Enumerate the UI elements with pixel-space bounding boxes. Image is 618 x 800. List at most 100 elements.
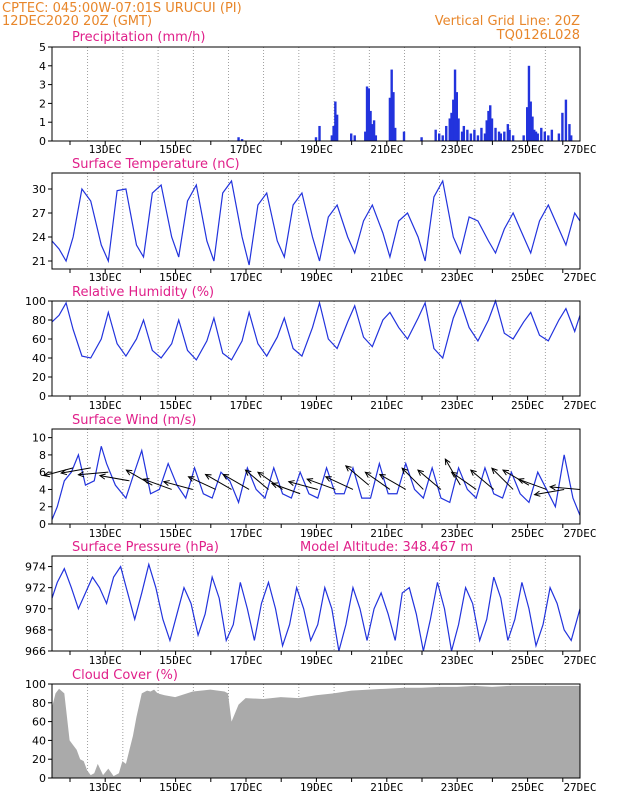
y-tick-label: 4 (39, 60, 46, 73)
precip-bar (434, 129, 437, 141)
precip-bar (550, 129, 554, 141)
precip-bar (543, 131, 546, 141)
wind-arrowhead (204, 473, 212, 480)
precip-bar (332, 125, 335, 141)
wind-vector (306, 478, 336, 490)
precip-bar (511, 135, 515, 141)
wind-vector (78, 471, 109, 476)
x-tick-label: 17DEC (229, 654, 262, 667)
panel-frame (51, 555, 581, 652)
y-tick-label: 0 (39, 390, 46, 403)
x-tick-label: 13DEC (89, 399, 122, 412)
precip-bar (237, 137, 240, 141)
x-tick-label: 19DEC (300, 781, 333, 794)
y-tick-label: 2 (39, 97, 46, 110)
precip-bar (394, 127, 397, 141)
precip-bar (469, 133, 473, 141)
x-tick-label: 21DEC (370, 654, 403, 667)
wind-arrowhead (306, 478, 314, 484)
precip-bar (476, 135, 480, 141)
x-tick-label: 19DEC (300, 399, 333, 412)
wind-vector (99, 475, 130, 482)
header-run-time: 12DEC2020 20Z (GMT) (2, 14, 152, 29)
wind-arrowhead (444, 458, 451, 466)
y-tick-label: 10 (32, 432, 46, 445)
wind-vector (143, 478, 172, 490)
x-tick-label: 25DEC (511, 781, 544, 794)
x-tick-label: 23DEC (441, 527, 474, 540)
x-tick-label: 25DEC (511, 271, 544, 284)
wind-vector (44, 467, 74, 477)
series-line (51, 179, 581, 266)
precip-bar (390, 69, 393, 141)
y-tick-label: 100 (25, 678, 46, 691)
panel-title: Surface Wind (m/s) (72, 413, 196, 428)
x-tick-label: 27DEC (563, 143, 596, 156)
x-tick-label: 13DEC (89, 654, 122, 667)
y-tick-label: 8 (39, 449, 46, 462)
wind-arrowhead (344, 465, 352, 472)
x-tick-label: 27DEC (563, 527, 596, 540)
precip-bar (536, 133, 539, 141)
wind-arrowhead (533, 490, 541, 497)
precip-bar (371, 124, 374, 141)
x-tick-label: 17DEC (229, 781, 262, 794)
x-tick-label: 13DEC (89, 781, 122, 794)
x-tick-label: 13DEC (89, 143, 122, 156)
header-location: CPTEC: 045:00W-07:01S URUCUI (PI) (2, 1, 242, 16)
y-tick-label: 100 (25, 295, 46, 308)
wind-vector (401, 467, 424, 490)
y-tick-label: 4 (39, 483, 46, 496)
y-tick-label: 1 (39, 116, 46, 129)
x-tick-label: 23DEC (441, 143, 474, 156)
precip-bar (353, 135, 356, 141)
precip-bar (350, 133, 353, 141)
y-tick-label: 20 (32, 371, 46, 384)
x-tick-label: 15DEC (159, 143, 192, 156)
x-tick-label: 21DEC (370, 143, 403, 156)
precip-bar (540, 127, 543, 141)
wind-vector (163, 481, 193, 490)
precip-bar (522, 135, 525, 141)
y-tick-label: 970 (25, 603, 46, 616)
series-line (51, 562, 581, 652)
x-tick-label: 17DEC (229, 399, 262, 412)
precip-bar (499, 133, 502, 141)
y-tick-label: 24 (32, 231, 46, 244)
x-tick-label: 21DEC (370, 399, 403, 412)
precip-bar (374, 135, 378, 141)
precip-bar (480, 127, 483, 141)
precip-bar (531, 116, 534, 141)
wind-arrowhead (491, 467, 498, 475)
wind-vector (534, 488, 565, 496)
precip-bar (557, 133, 561, 141)
wind-arrowhead (324, 476, 332, 482)
x-tick-label: 15DEC (159, 654, 192, 667)
precip-bar (506, 124, 510, 141)
y-tick-label: 0 (39, 772, 46, 785)
precip-bar (508, 129, 511, 141)
wind-vector (379, 474, 407, 490)
wind-vector (491, 467, 514, 490)
precip-bar (534, 131, 538, 141)
wind-vector (417, 469, 442, 490)
x-tick-label: 27DEC (563, 399, 596, 412)
precip-bar (441, 135, 444, 141)
wind-vector (205, 474, 232, 490)
precip-bar (494, 127, 497, 141)
precip-bar (240, 139, 244, 141)
x-tick-label: 17DEC (229, 271, 262, 284)
precip-bar (453, 69, 457, 141)
wind-arrowhead (257, 471, 264, 478)
wind-vector (518, 478, 547, 490)
wind-vector (222, 474, 250, 490)
precip-bar (487, 110, 490, 141)
panel-title: Surface Temperature (nC) (72, 157, 240, 172)
y-tick-label: 21 (32, 255, 46, 268)
precip-bar (452, 99, 455, 141)
wind-arrowhead (162, 480, 170, 486)
wind-vector (188, 476, 216, 490)
wind-vector (271, 483, 301, 495)
precip-bar (402, 131, 406, 141)
wind-arrowhead (187, 476, 195, 482)
